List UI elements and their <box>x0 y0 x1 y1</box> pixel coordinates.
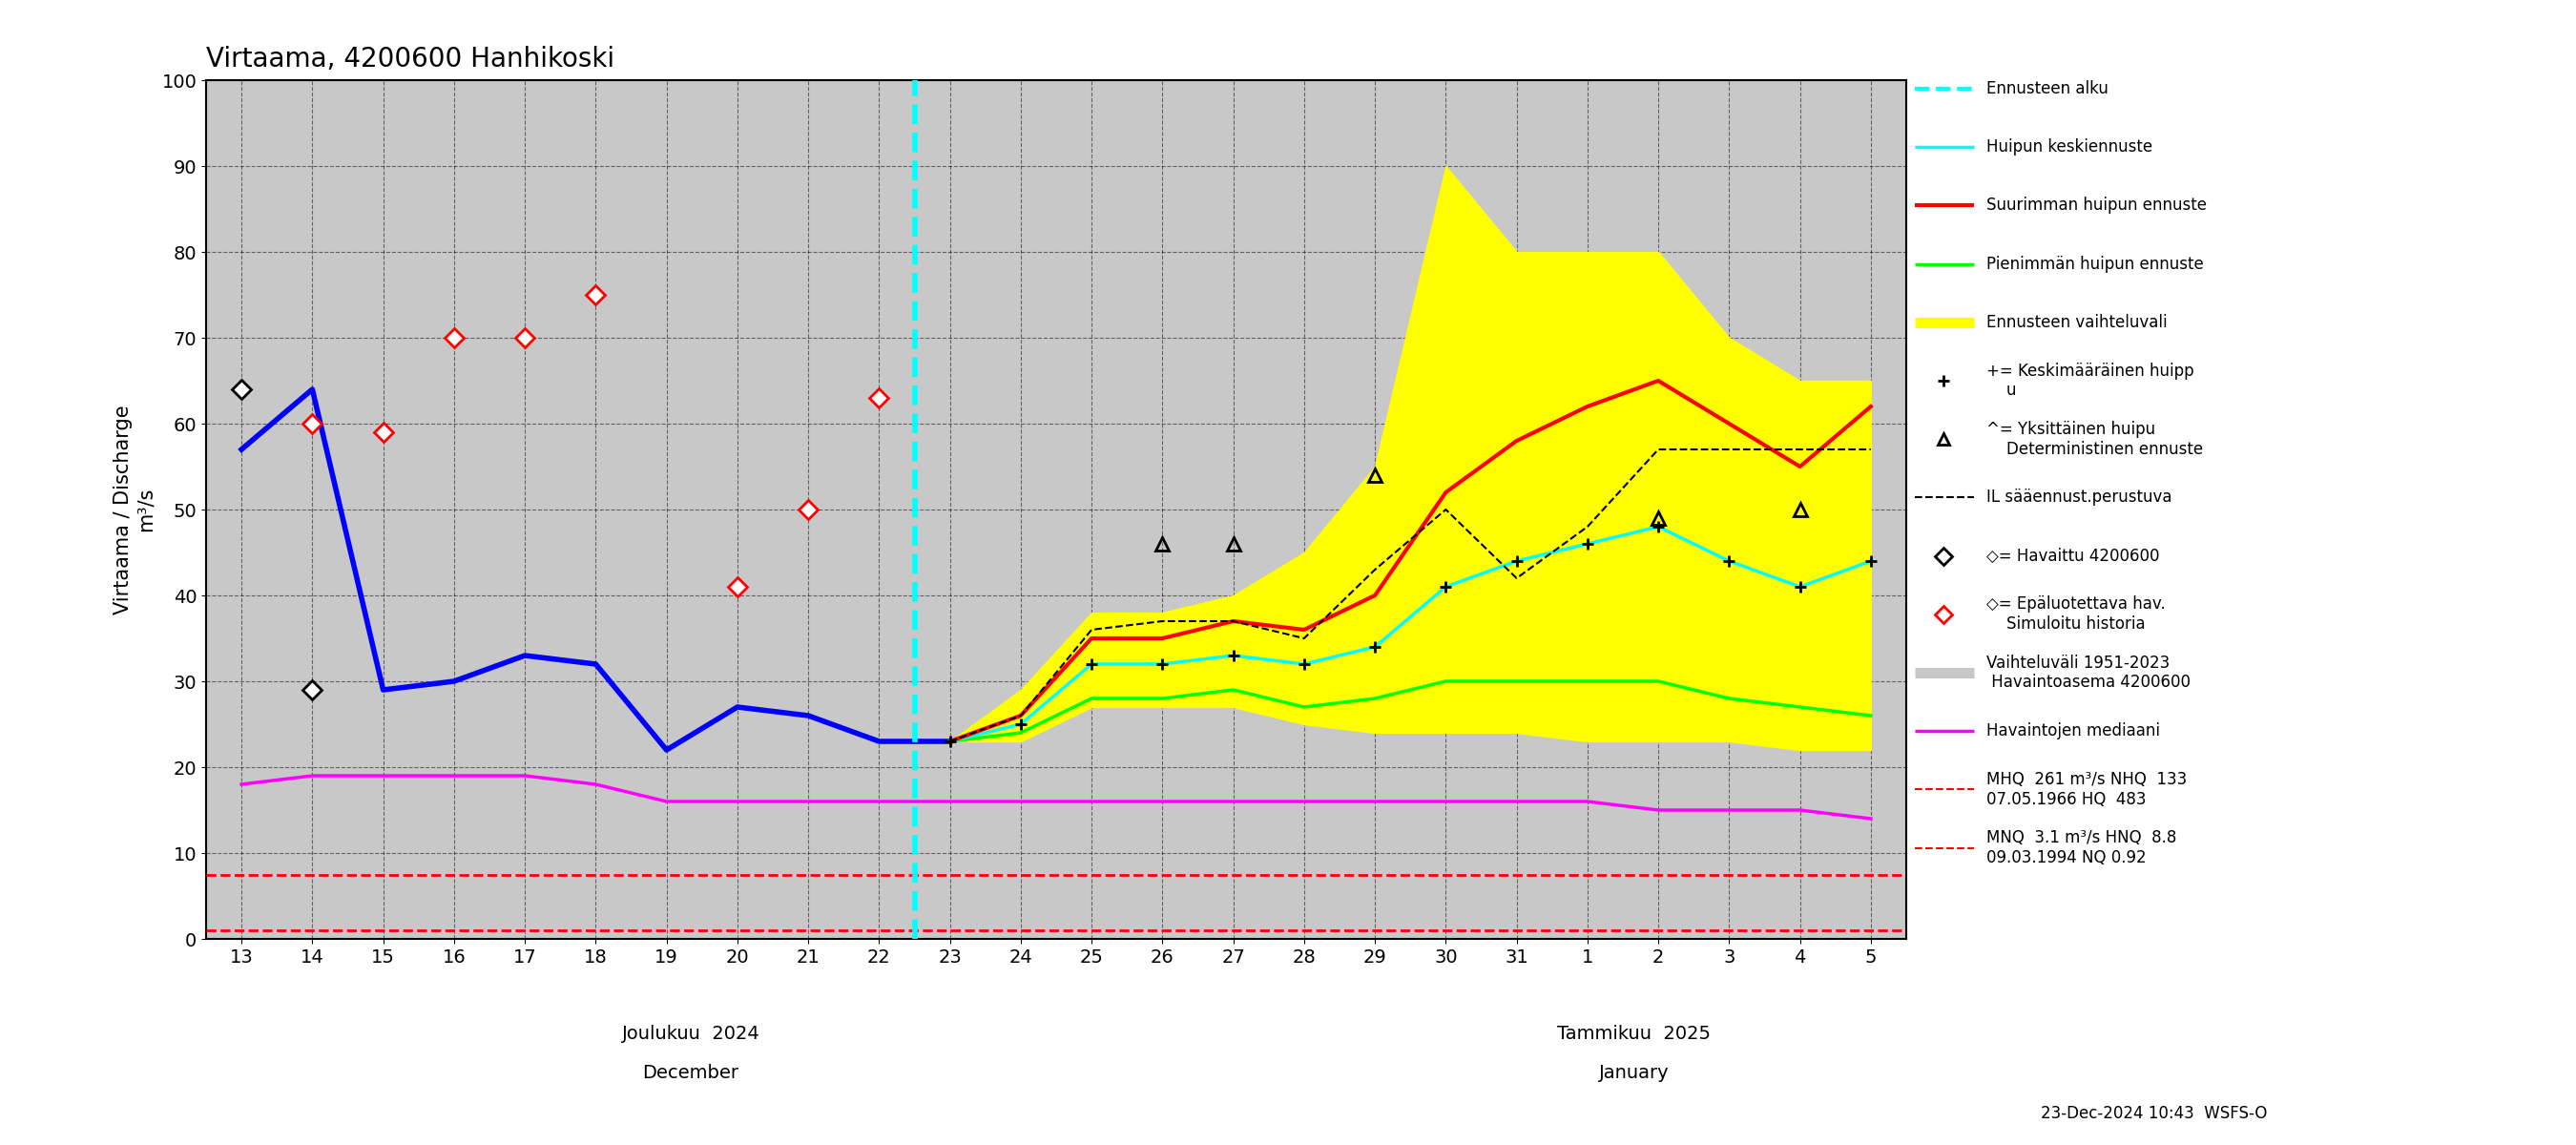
Text: ^= Yksittäinen huipu
    Deterministinen ennuste: ^= Yksittäinen huipu Deterministinen enn… <box>1986 420 2202 458</box>
Text: ◇= Epäluotettava hav.
    Simuloitu historia: ◇= Epäluotettava hav. Simuloitu historia <box>1986 595 2166 633</box>
Text: January: January <box>1600 1064 1669 1082</box>
Text: Ennusteen vaihteluvali: Ennusteen vaihteluvali <box>1986 314 2166 331</box>
Text: Suurimman huipun ennuste: Suurimman huipun ennuste <box>1986 197 2208 214</box>
Text: ◇= Havaittu 4200600: ◇= Havaittu 4200600 <box>1986 547 2159 564</box>
Text: Joulukuu  2024: Joulukuu 2024 <box>621 1025 760 1043</box>
Text: December: December <box>641 1064 739 1082</box>
Text: Virtaama, 4200600 Hanhikoski: Virtaama, 4200600 Hanhikoski <box>206 46 616 72</box>
Text: Vaihteluväli 1951-2023
 Havaintoasema 4200600: Vaihteluväli 1951-2023 Havaintoasema 420… <box>1986 654 2190 692</box>
Text: += Keskimääräinen huipp
    u: += Keskimääräinen huipp u <box>1986 362 2195 400</box>
Text: Pienimmän huipun ennuste: Pienimmän huipun ennuste <box>1986 255 2202 273</box>
Text: IL sääennust.perustuva: IL sääennust.perustuva <box>1986 489 2172 506</box>
Text: Huipun keskiennuste: Huipun keskiennuste <box>1986 139 2154 156</box>
Text: MHQ  261 m³/s NHQ  133
07.05.1966 HQ  483: MHQ 261 m³/s NHQ 133 07.05.1966 HQ 483 <box>1986 771 2187 808</box>
Text: Ennusteen alku: Ennusteen alku <box>1986 80 2107 97</box>
Y-axis label: Virtaama / Discharge
m³/s: Virtaama / Discharge m³/s <box>113 404 155 615</box>
Text: Tammikuu  2025: Tammikuu 2025 <box>1558 1025 1710 1043</box>
Text: MNQ  3.1 m³/s HNQ  8.8
09.03.1994 NQ 0.92: MNQ 3.1 m³/s HNQ 8.8 09.03.1994 NQ 0.92 <box>1986 829 2177 867</box>
Text: 23-Dec-2024 10:43  WSFS-O: 23-Dec-2024 10:43 WSFS-O <box>2040 1105 2267 1122</box>
Text: Havaintojen mediaani: Havaintojen mediaani <box>1986 722 2159 740</box>
